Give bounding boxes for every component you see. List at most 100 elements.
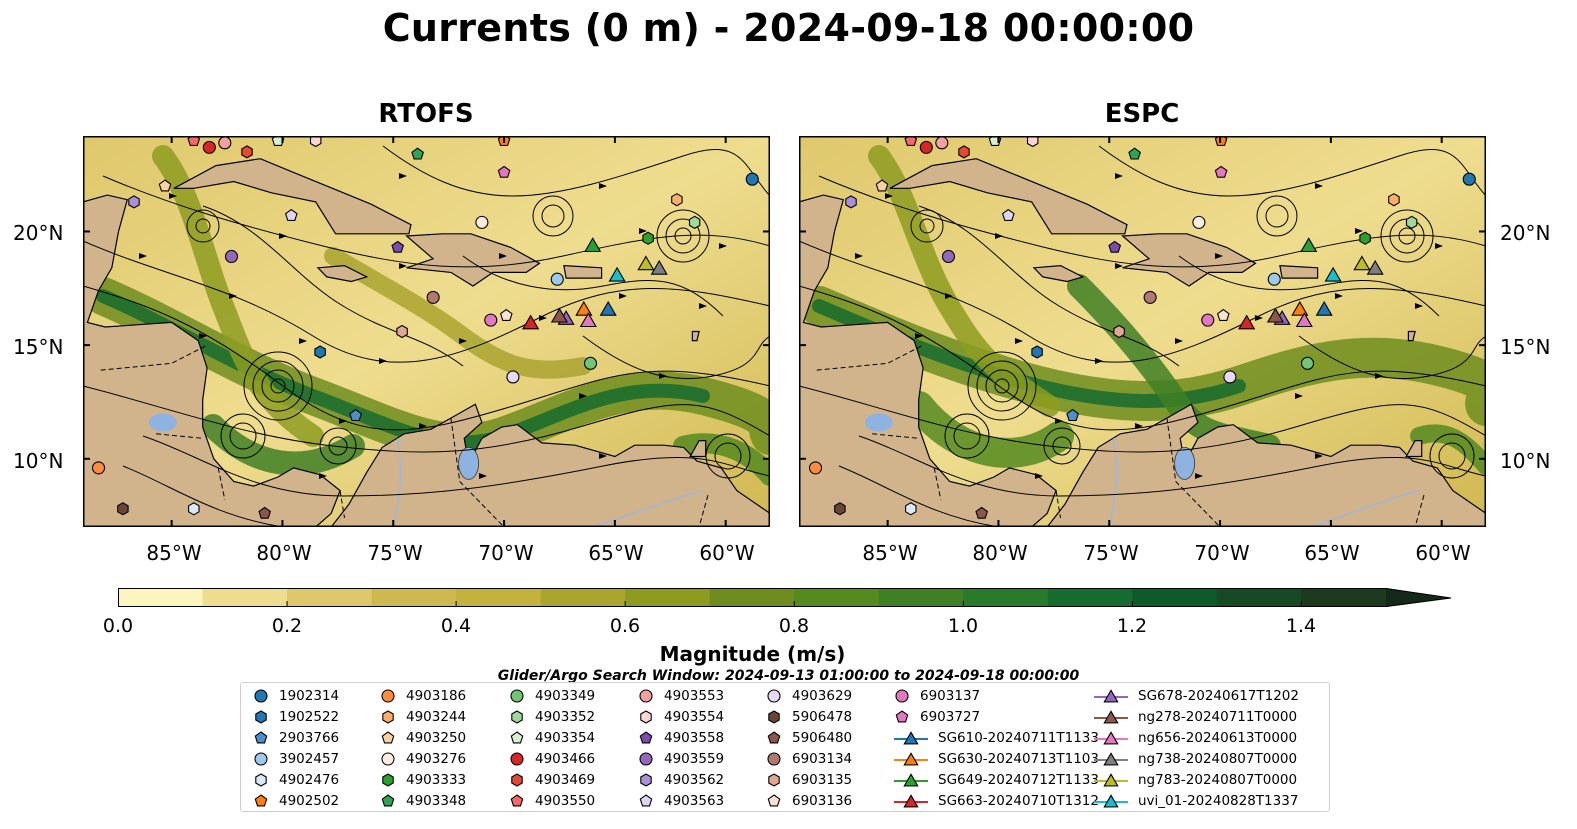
legend-marker-icon — [511, 772, 523, 787]
float-marker — [91, 461, 106, 475]
float-marker — [284, 208, 298, 221]
colorbar-tick-3: 0.6 — [609, 615, 641, 637]
legend-marker — [639, 688, 653, 703]
legend-marker — [767, 730, 781, 743]
colorbar-segment — [1216, 588, 1303, 607]
legend-item: uvi_01-20240828T1337 — [1092, 790, 1298, 811]
legend-marker — [768, 772, 780, 787]
eddy-streamline — [186, 209, 220, 243]
float-marker — [506, 370, 520, 384]
colorbar-segment — [118, 588, 204, 607]
glider-marker — [1366, 259, 1384, 275]
float-marker — [1066, 408, 1079, 422]
eddy-streamline — [910, 209, 944, 243]
float-marker — [550, 272, 564, 286]
glider-marker — [550, 307, 569, 323]
glider-marker — [1324, 266, 1342, 282]
eddy-streamline — [328, 436, 348, 456]
float-marker — [396, 324, 408, 339]
eddy-streamline — [953, 422, 981, 450]
current-band — [152, 145, 324, 447]
legend-label: 5906478 — [792, 708, 853, 725]
legend-marker-icon — [1094, 772, 1128, 786]
lon-label-65w-right: 65°W — [1304, 541, 1360, 565]
legend-marker-icon — [382, 709, 394, 724]
streamline — [202, 205, 464, 367]
colorbar-tick-2: 0.4 — [440, 615, 472, 637]
float-marker — [834, 502, 846, 516]
eddy-streamline — [270, 378, 286, 394]
legend-marker-icon — [381, 793, 395, 806]
legend-label: ng656-20240613T0000 — [1138, 729, 1298, 746]
glider-marker — [599, 300, 617, 316]
float-marker — [583, 356, 598, 370]
streamline — [582, 335, 770, 380]
legend-label: 2903766 — [279, 729, 340, 746]
lat-label-15n-right: 15°N — [1500, 335, 1551, 359]
float-marker — [642, 231, 654, 245]
float-marker — [845, 195, 857, 209]
float-marker — [1001, 208, 1015, 221]
float-marker — [958, 145, 970, 159]
legend-item: ng278-20240711T0000 — [1092, 706, 1297, 727]
streamline-arrow — [1315, 453, 1323, 459]
float-marker — [975, 506, 989, 519]
streamline — [799, 385, 1486, 453]
float-marker — [1216, 308, 1230, 321]
legend-item: 4903559 — [636, 748, 724, 769]
lake-maracaibo — [458, 446, 480, 480]
legend-label: 6903137 — [920, 687, 981, 704]
float-marker — [1201, 313, 1215, 327]
colorbar-segment — [1132, 588, 1218, 607]
legend-item: 4903276 — [378, 748, 466, 769]
legend-item: 4903352 — [507, 706, 595, 727]
legend-marker-icon — [894, 772, 928, 786]
streamline — [799, 285, 1486, 431]
streamline — [83, 385, 770, 453]
legend-item: 4903348 — [378, 790, 466, 811]
colorbar-tick-6: 1.2 — [1116, 615, 1148, 637]
land-southam — [330, 403, 770, 527]
glider-marker — [579, 312, 597, 328]
streamline-arrow — [299, 338, 307, 344]
legend-label: 6903136 — [792, 792, 853, 809]
float-marker — [935, 136, 949, 150]
float-marker — [224, 249, 239, 264]
streamline-arrow — [1375, 373, 1383, 379]
legend-item: 2903766 — [251, 727, 339, 748]
eddy-streamline — [261, 369, 295, 403]
legend-marker — [767, 688, 781, 703]
legend-item: 4903558 — [636, 727, 724, 748]
eddy-streamline — [985, 369, 1019, 403]
float-marker — [1128, 147, 1141, 160]
float-marker — [1031, 345, 1043, 359]
lake-nicaragua — [148, 413, 177, 432]
glider-marker — [1266, 307, 1285, 323]
legend-marker-icon — [381, 688, 395, 703]
legend-label: 4903629 — [792, 687, 853, 704]
legend-marker-icon — [254, 730, 268, 743]
legend-label: 4903354 — [535, 729, 596, 746]
legend-marker — [510, 793, 524, 806]
legend-marker-icon — [640, 772, 652, 787]
float-marker — [426, 290, 440, 304]
legend-marker-icon — [1094, 730, 1128, 744]
legend-marker-icon — [381, 730, 395, 743]
legend-label: SG610-20240711T1133 — [938, 729, 1099, 746]
float-marker — [688, 215, 701, 230]
lat-label-15n-left: 15°N — [13, 335, 64, 359]
legend-item: 4903563 — [636, 790, 724, 811]
current-band — [868, 145, 1060, 417]
float-marker — [1267, 272, 1281, 286]
legend-marker — [382, 709, 394, 724]
legend-label: 4903276 — [406, 750, 467, 767]
streamline-arrow — [1035, 473, 1043, 479]
streamline — [102, 175, 770, 268]
float-marker — [1359, 231, 1371, 245]
lon-label-80w-left: 80°W — [256, 541, 312, 565]
legend-item: 4903349 — [507, 685, 595, 706]
legend-item: 4903186 — [378, 685, 466, 706]
legend-marker-icon — [1094, 751, 1128, 765]
legend-marker — [255, 772, 267, 787]
glider-marker — [584, 237, 602, 253]
